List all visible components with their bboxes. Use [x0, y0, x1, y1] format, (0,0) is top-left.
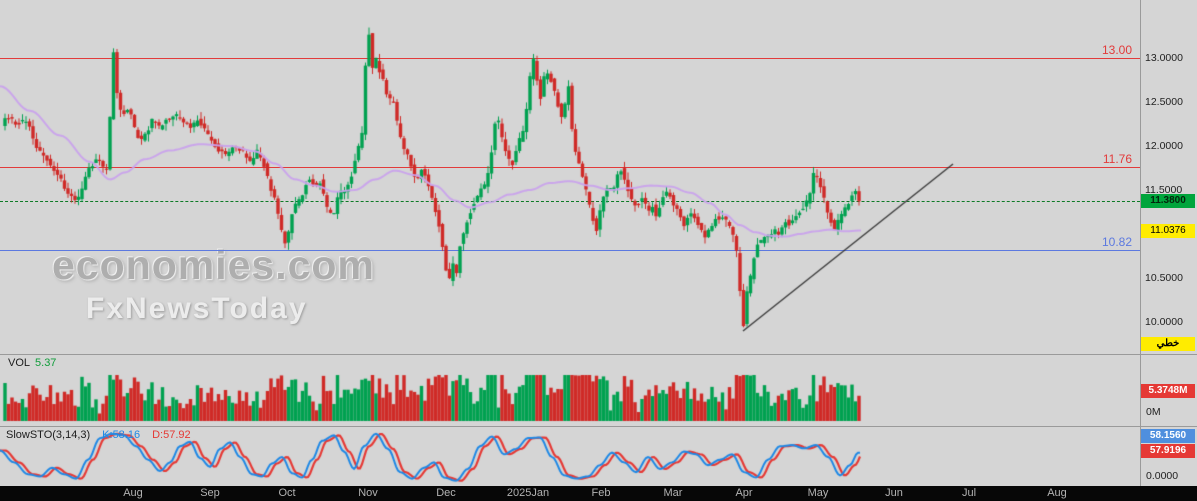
- time-axis-label: Sep: [200, 487, 220, 499]
- volume-pane-label: VOL 5.37: [8, 357, 56, 369]
- price-scale-tick: 10.0000: [1145, 316, 1183, 328]
- price-scale[interactable]: 11.3800 11.0376 خطي 5.3748M 0M 58.1560 5…: [1140, 0, 1197, 486]
- volume-value-badge: 5.3748M: [1141, 384, 1195, 398]
- slowsto-pane-label: SlowSTO(3,14,3) K:58.16 D:57.92: [6, 429, 191, 441]
- price-scale-tick: 11.5000: [1145, 184, 1183, 196]
- pane-separator-slowsto[interactable]: [0, 426, 1197, 427]
- pane-separator-volume[interactable]: [0, 354, 1197, 355]
- scale-separator: [1140, 0, 1141, 486]
- slowsto-k-label: K:58.16: [102, 429, 141, 441]
- time-axis-label: 2025Jan: [506, 487, 550, 499]
- time-axis-label: Apr: [735, 487, 753, 499]
- price-scale-tick: 12.0000: [1145, 140, 1183, 152]
- slowsto-d-badge: 57.9196: [1141, 444, 1195, 458]
- time-axis[interactable]: Aug Sep Oct Nov Dec 2025Jan Feb Mar Apr May Jun Jul…: [0, 486, 1197, 501]
- time-axis-label: Mar: [663, 487, 683, 499]
- volume-label: VOL: [8, 357, 31, 369]
- slowsto-d-label: D:57.92: [152, 429, 191, 441]
- time-axis-label: May: [807, 487, 829, 499]
- time-axis-label: Dec: [436, 487, 456, 499]
- last-price-badge: 11.3800: [1141, 194, 1195, 208]
- slowsto-zero-label: 0.0000: [1146, 470, 1179, 482]
- price-scale-tick: 13.0000: [1145, 52, 1183, 64]
- price-scale-tick: 12.5000: [1145, 96, 1183, 108]
- price-scale-tick: 10.5000: [1145, 272, 1183, 284]
- volume-value: 5.37: [35, 357, 57, 369]
- ma-value-badge: 11.0376: [1141, 224, 1195, 238]
- time-axis-label: Feb: [591, 487, 611, 499]
- time-axis-label: Nov: [358, 487, 378, 499]
- time-axis-label: Jun: [885, 487, 903, 499]
- volume-zero-label: 0M: [1146, 406, 1161, 418]
- time-axis-label: Jul: [961, 487, 977, 499]
- time-axis-label: Oct: [278, 487, 296, 499]
- slowsto-label: SlowSTO(3,14,3): [6, 429, 91, 441]
- time-axis-label: Aug: [1047, 487, 1067, 499]
- scale-type-badge[interactable]: خطي: [1141, 337, 1195, 351]
- time-axis-label: Aug: [123, 487, 143, 499]
- slowsto-k-badge: 58.1560: [1141, 429, 1195, 443]
